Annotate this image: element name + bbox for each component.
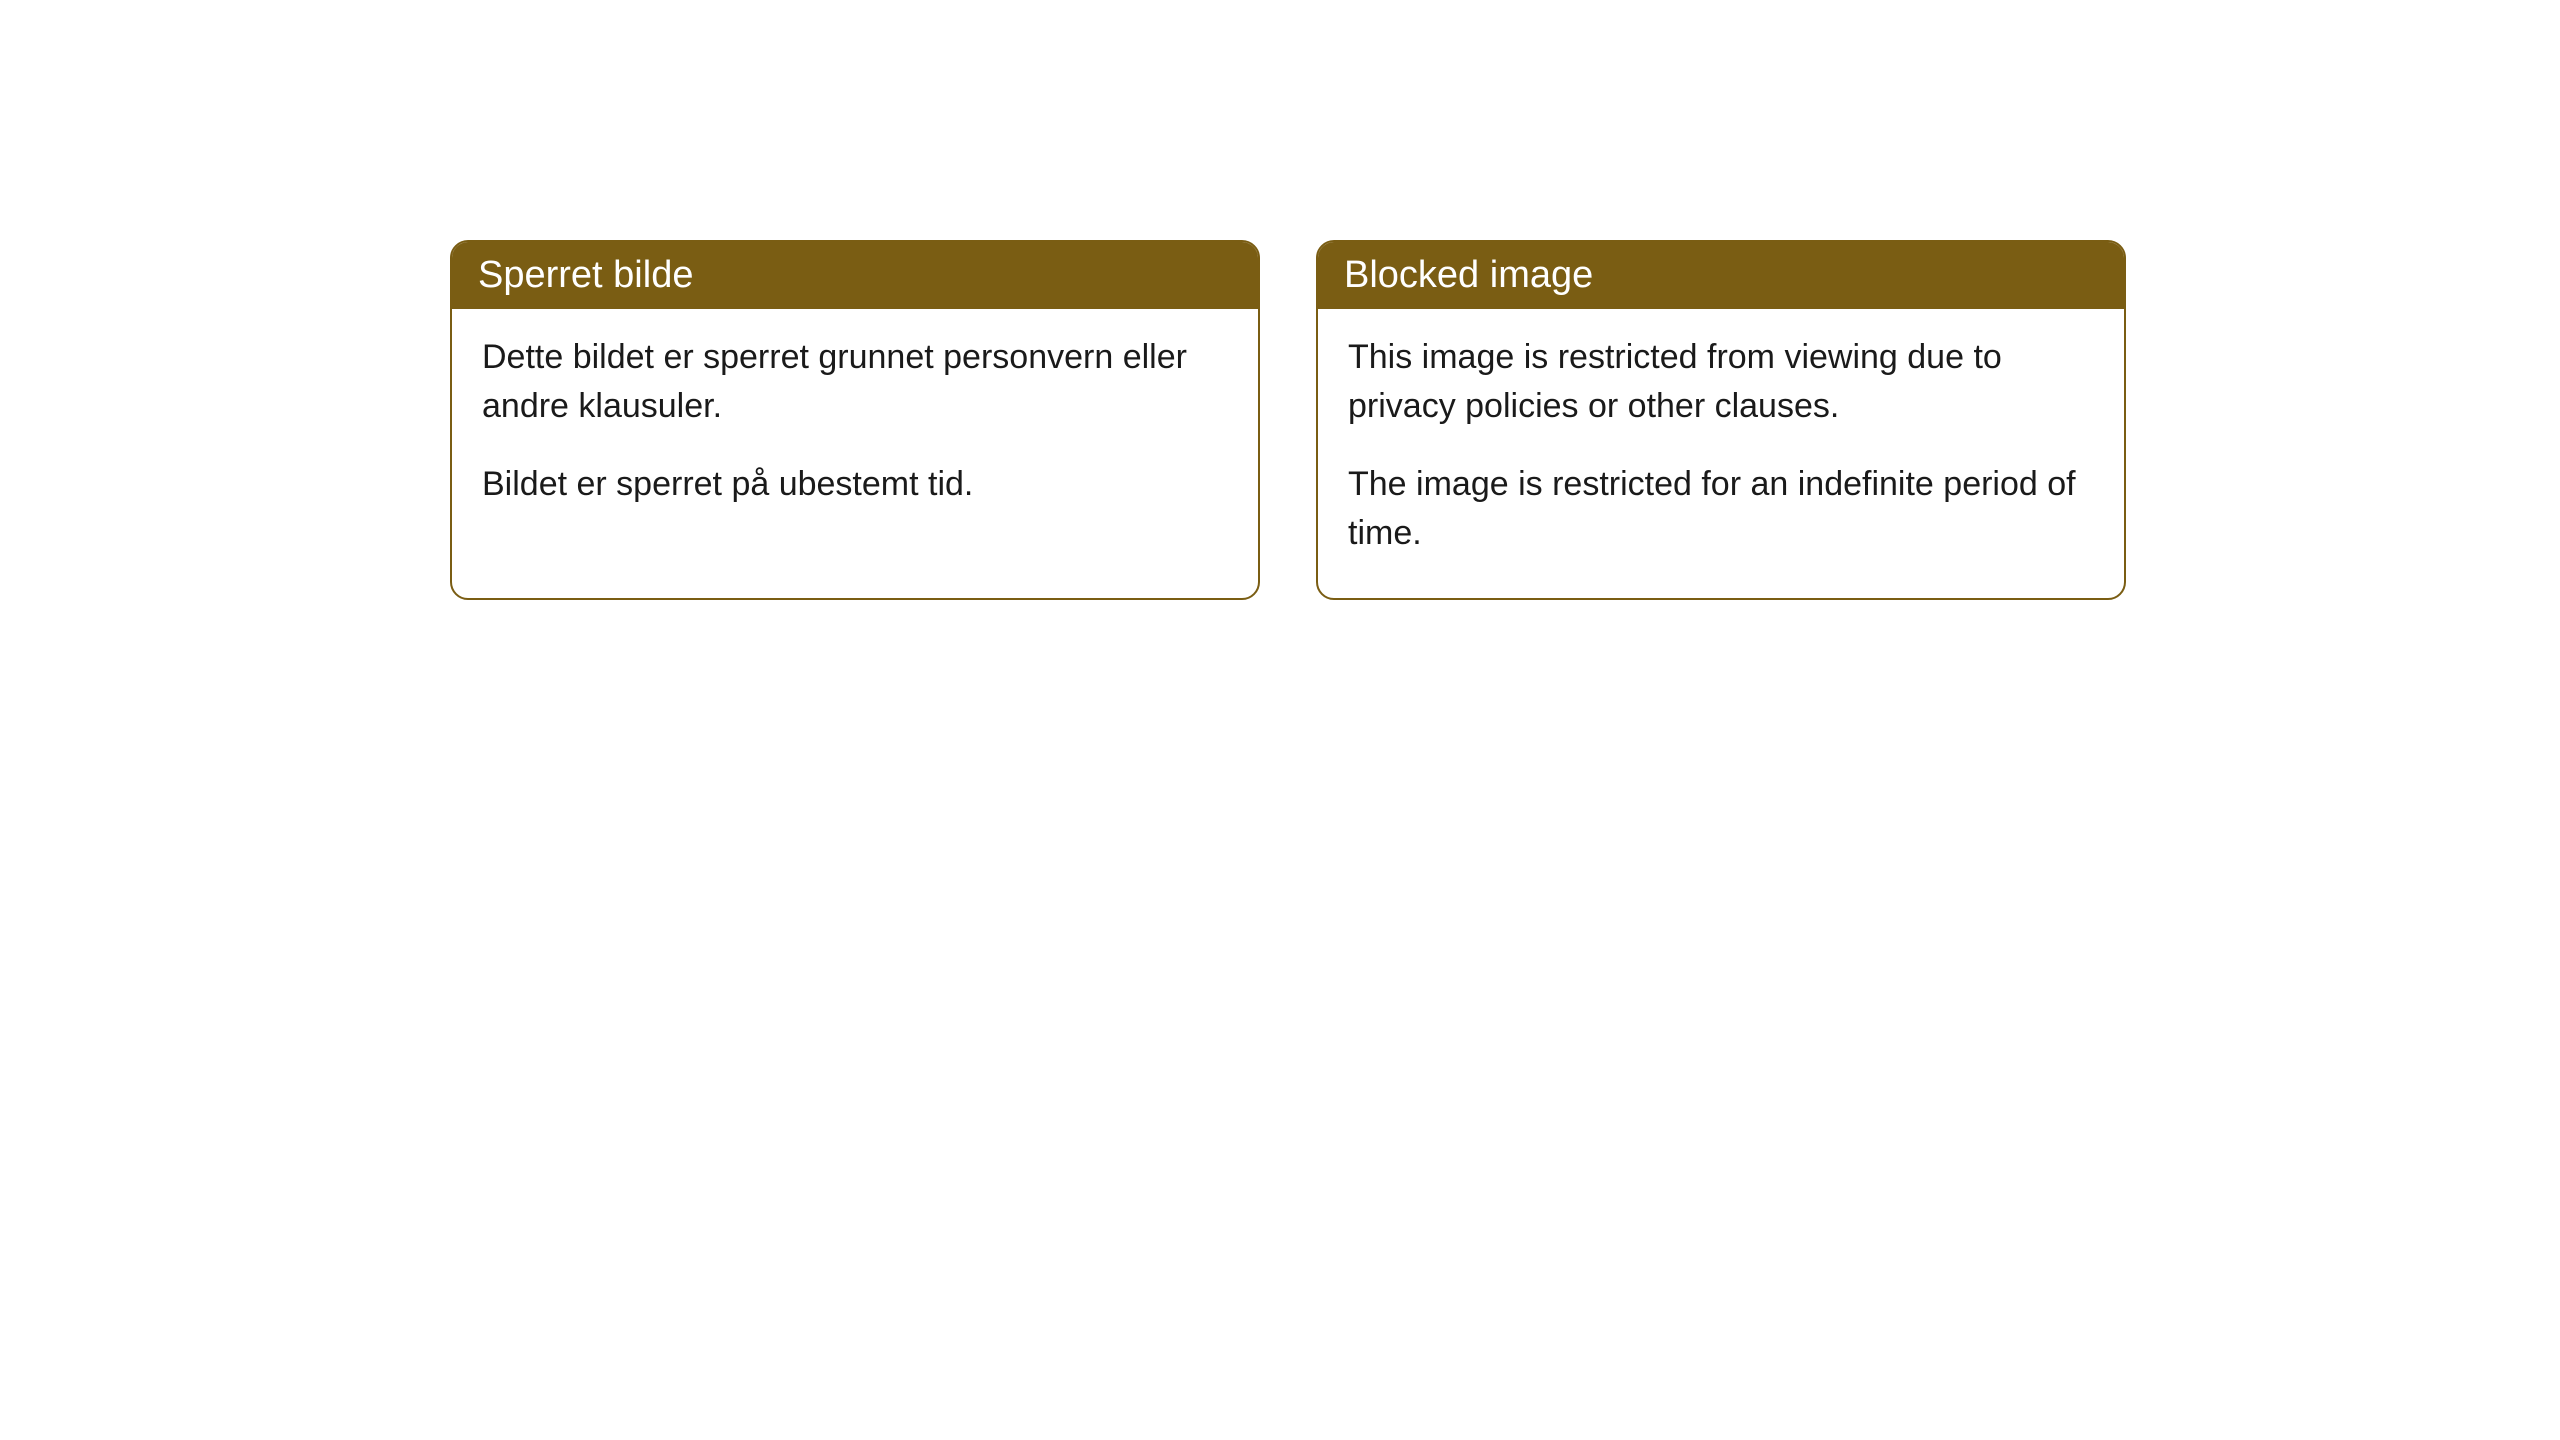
notice-paragraph: Dette bildet er sperret grunnet personve… [482, 333, 1228, 432]
notice-paragraph: This image is restricted from viewing du… [1348, 333, 2094, 432]
notice-paragraph: The image is restricted for an indefinit… [1348, 460, 2094, 559]
notice-body: This image is restricted from viewing du… [1318, 309, 2124, 598]
notice-header: Sperret bilde [452, 242, 1258, 309]
notice-container: Sperret bilde Dette bildet er sperret gr… [0, 0, 2560, 600]
notice-header: Blocked image [1318, 242, 2124, 309]
notice-title: Blocked image [1344, 254, 1593, 296]
notice-body: Dette bildet er sperret grunnet personve… [452, 309, 1258, 549]
notice-card-english: Blocked image This image is restricted f… [1316, 240, 2126, 600]
notice-paragraph: Bildet er sperret på ubestemt tid. [482, 460, 1228, 509]
notice-title: Sperret bilde [478, 254, 693, 296]
notice-card-norwegian: Sperret bilde Dette bildet er sperret gr… [450, 240, 1260, 600]
